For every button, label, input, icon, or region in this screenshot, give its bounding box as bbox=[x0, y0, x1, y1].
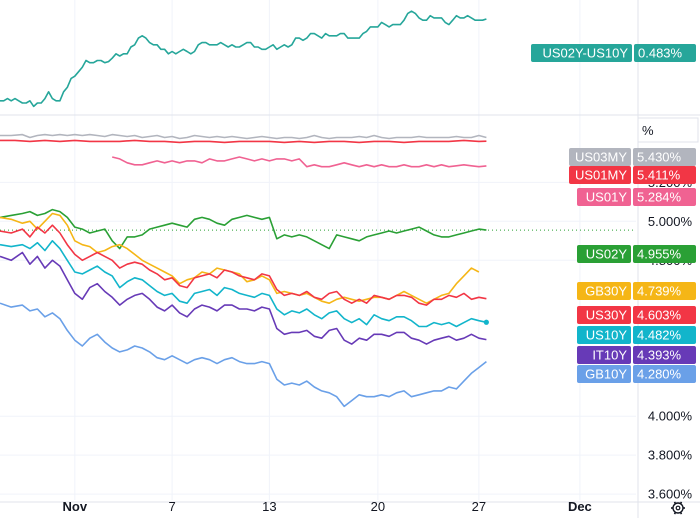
x-tick-label-13: 13 bbox=[262, 499, 276, 514]
series-line-gb10y bbox=[0, 302, 487, 408]
gear-icon[interactable] bbox=[671, 501, 685, 515]
y-tick-label-5-000: 5.000% bbox=[648, 214, 693, 229]
last-value-tags: US02Y-US10Y 0.483% US03MY 5.430% US01MY 5.411… bbox=[531, 44, 696, 383]
tag-us10y: US10Y 4.482% bbox=[577, 326, 696, 344]
tag-name-bg bbox=[577, 365, 631, 383]
tag-name-bg bbox=[577, 346, 631, 364]
tag-value: 0.483% bbox=[638, 46, 683, 61]
tag-gb30y: GB30Y 4.739% bbox=[577, 282, 696, 300]
tag-value-bg bbox=[633, 166, 696, 184]
tag-name: GB30Y bbox=[585, 284, 627, 299]
tag-us03my: US03MY 5.430% bbox=[569, 148, 696, 166]
tag-value: 4.739% bbox=[637, 284, 682, 299]
spread-pane[interactable] bbox=[0, 10, 487, 108]
gear-tooth bbox=[679, 511, 683, 515]
tag-name-bg bbox=[531, 44, 632, 62]
tag-name: US01MY bbox=[575, 168, 627, 183]
tag-value-bg bbox=[633, 306, 696, 324]
x-tick-label-7: 7 bbox=[168, 499, 175, 514]
series-line-us02y-us10y bbox=[0, 10, 487, 108]
tag-value: 4.603% bbox=[637, 308, 682, 323]
gear-tooth bbox=[673, 501, 677, 505]
tag-us01y: US01Y 5.284% bbox=[577, 188, 696, 206]
tag-name-bg bbox=[577, 188, 631, 206]
tag-it10y: IT10Y 4.393% bbox=[577, 346, 696, 364]
tag-name: US01Y bbox=[586, 190, 628, 205]
tag-name: US02Y bbox=[586, 247, 628, 262]
tag-name: US10Y bbox=[586, 328, 628, 343]
tag-name-bg bbox=[569, 148, 631, 166]
tag-value-bg bbox=[634, 44, 696, 62]
series-line-gb30y bbox=[0, 212, 480, 305]
tag-value: 4.393% bbox=[637, 348, 682, 363]
axis-settings[interactable] bbox=[671, 501, 685, 515]
tag-name: US30Y bbox=[586, 308, 628, 323]
tag-name: US03MY bbox=[575, 150, 627, 165]
tag-us30y: US30Y 4.603% bbox=[577, 306, 696, 324]
tag-name-bg bbox=[577, 326, 631, 344]
tag-value-bg bbox=[633, 245, 696, 263]
x-tick-label-27: 27 bbox=[472, 499, 486, 514]
unit-label-box bbox=[637, 117, 699, 143]
tag-value: 4.482% bbox=[637, 328, 682, 343]
tag-value: 5.284% bbox=[637, 190, 682, 205]
tag-value-bg bbox=[633, 346, 696, 364]
tag-name-bg bbox=[569, 166, 631, 184]
series-line-us01y bbox=[112, 156, 487, 168]
tag-value: 4.280% bbox=[637, 367, 682, 382]
tag-us01my: US01MY 5.411% bbox=[569, 166, 696, 184]
x-tick-label-dec: Dec bbox=[568, 499, 592, 514]
series-line-us02y bbox=[0, 208, 487, 250]
x-tick-label-nov: Nov bbox=[63, 499, 88, 514]
tag-name-bg bbox=[577, 245, 631, 263]
y-tick-label-4-000: 4.000% bbox=[648, 409, 693, 424]
tag-name-bg bbox=[577, 282, 631, 300]
tag-value-bg bbox=[633, 188, 696, 206]
gear-inner bbox=[675, 505, 681, 511]
series-line-us01my bbox=[0, 139, 487, 144]
tag-value-bg bbox=[633, 148, 696, 166]
gear-tooth bbox=[679, 501, 683, 505]
tag-value-bg bbox=[633, 326, 696, 344]
tag-value: 5.430% bbox=[637, 150, 682, 165]
tag-us02y-us10y: US02Y-US10Y 0.483% bbox=[531, 44, 696, 62]
yields-pane[interactable] bbox=[0, 133, 636, 408]
x-tick-label-20: 20 bbox=[371, 499, 385, 514]
tag-gb10y: GB10Y 4.280% bbox=[577, 365, 696, 383]
tag-name: IT10Y bbox=[592, 348, 627, 363]
y-tick-label-3-800: 3.800% bbox=[648, 448, 693, 463]
tag-name: GB10Y bbox=[585, 367, 627, 382]
tag-name-bg bbox=[577, 306, 631, 324]
series-line-us30y bbox=[0, 224, 487, 306]
gear-tooth bbox=[673, 511, 677, 515]
tag-value-bg bbox=[633, 282, 696, 300]
series-line-it10y bbox=[0, 251, 487, 345]
tag-value: 5.411% bbox=[637, 168, 681, 183]
unit-label: % bbox=[642, 123, 654, 138]
tag-value-bg bbox=[633, 365, 696, 383]
tag-us02y: US02Y 4.955% bbox=[577, 245, 696, 263]
last-point-us10y bbox=[483, 319, 489, 325]
tag-name: US02Y-US10Y bbox=[542, 46, 628, 61]
time-axis[interactable]: Nov 7 13 20 27 Dec bbox=[63, 499, 592, 514]
gear-outer bbox=[672, 502, 684, 514]
series-line-us10y bbox=[0, 240, 487, 328]
tag-value: 4.955% bbox=[637, 247, 682, 262]
y-tick-label-3-600: 3.600% bbox=[648, 487, 693, 502]
series-line-us03my bbox=[0, 133, 487, 140]
